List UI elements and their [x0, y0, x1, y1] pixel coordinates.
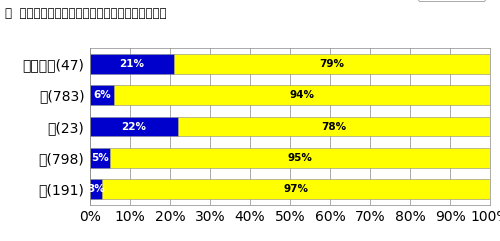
- Text: 78%: 78%: [322, 121, 346, 132]
- Text: 3%: 3%: [87, 184, 105, 194]
- Bar: [90, 54, 174, 74]
- Text: 79%: 79%: [320, 59, 344, 69]
- Text: 97%: 97%: [284, 184, 308, 194]
- Text: 問  地震を想定した業務継続体制は整っているか？: 問 地震を想定した業務継続体制は整っているか？: [5, 7, 166, 20]
- Bar: [102, 180, 490, 199]
- Text: 95%: 95%: [288, 153, 312, 163]
- Bar: [90, 148, 110, 167]
- Text: 6%: 6%: [93, 90, 111, 100]
- Bar: [178, 117, 490, 136]
- Legend: 整っている, 整っていない: 整っている, 整っていない: [418, 0, 485, 1]
- Text: 22%: 22%: [122, 121, 146, 132]
- Bar: [114, 86, 490, 105]
- Bar: [90, 117, 178, 136]
- Bar: [90, 180, 102, 199]
- Bar: [90, 86, 114, 105]
- Text: 21%: 21%: [120, 59, 144, 69]
- Text: 5%: 5%: [91, 153, 109, 163]
- Text: 94%: 94%: [290, 90, 314, 100]
- Bar: [174, 54, 490, 74]
- Bar: [110, 148, 490, 167]
